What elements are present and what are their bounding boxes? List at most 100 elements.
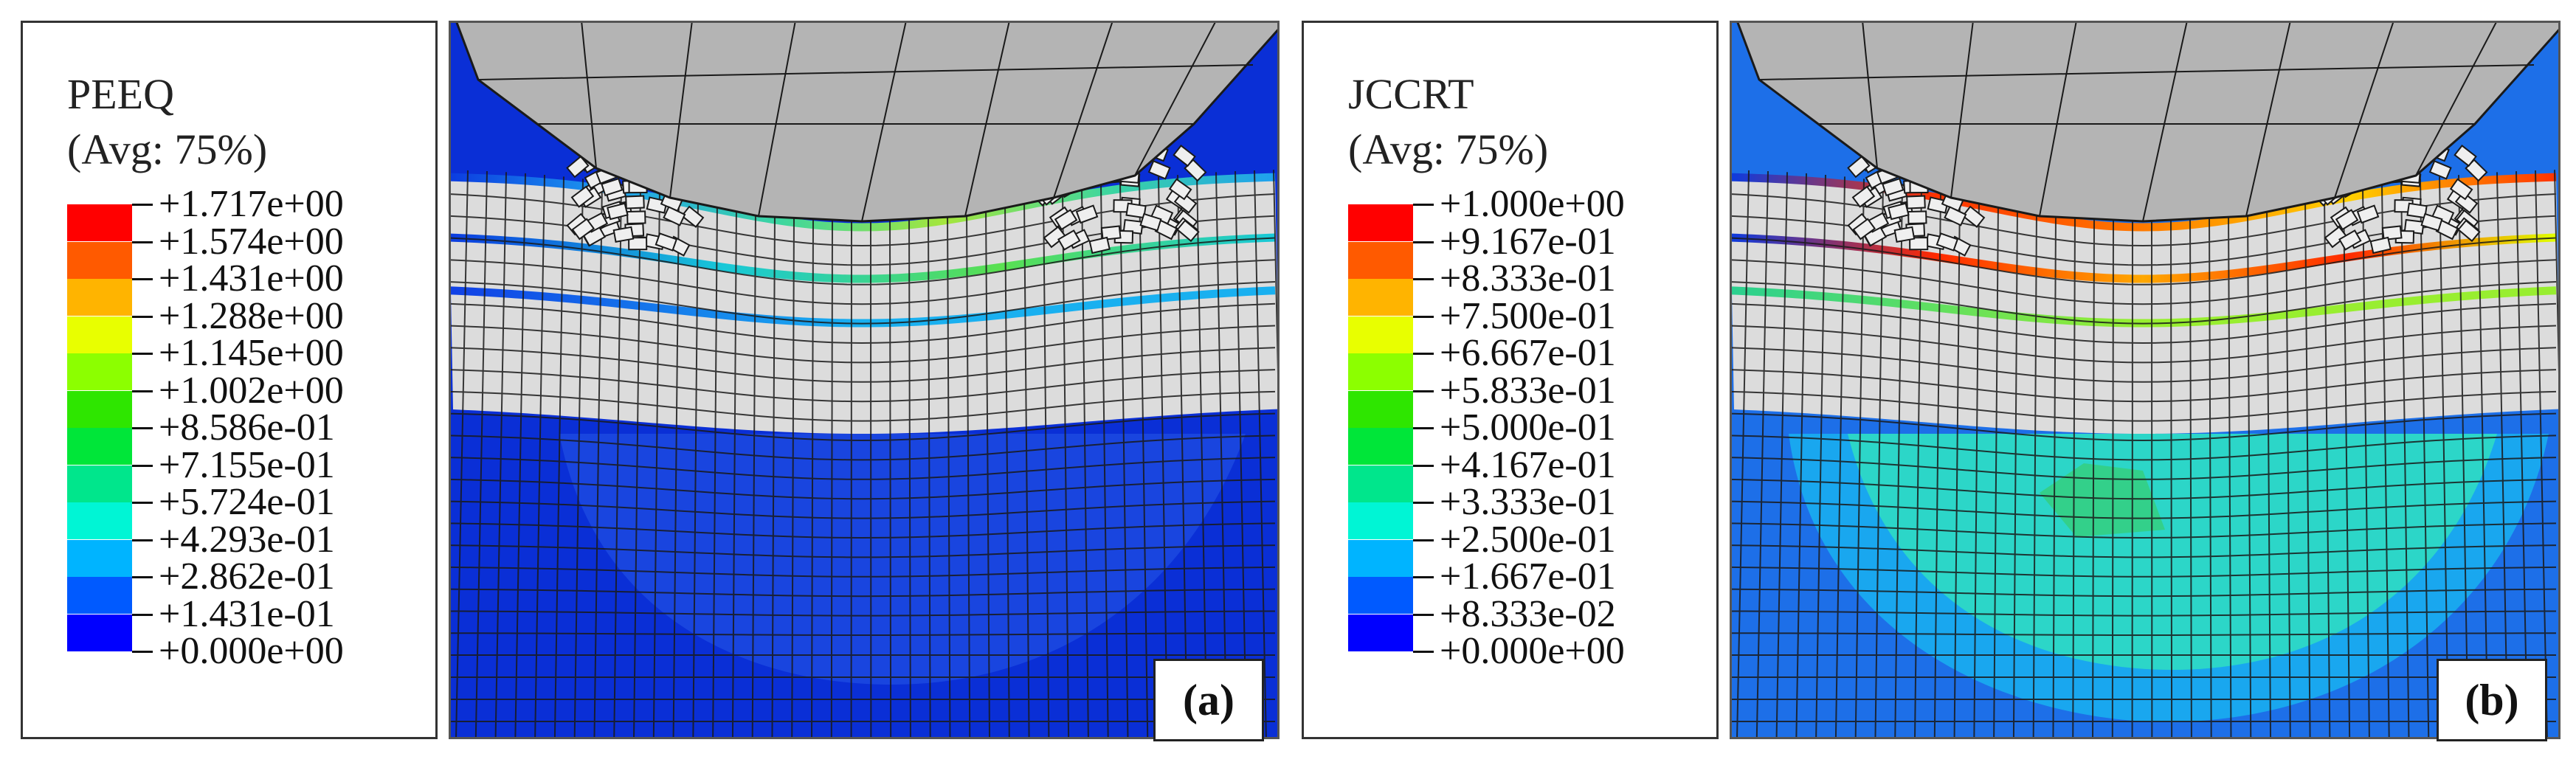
mesh-grid [1730,170,2561,739]
plot-frame [1730,21,2561,739]
debris-block [1936,232,1959,252]
debris-block [2369,236,2392,255]
debris-block [2454,145,2477,167]
debris-block [663,206,686,226]
debris-block [1907,210,1927,225]
mesh-line [1081,187,1089,739]
mesh-line [449,566,1276,578]
mesh-line [1755,170,1769,739]
legend-a-averaging: (Avg: 75%) [67,125,268,173]
plot-a-svg [449,21,1280,739]
facet-edge [477,64,1254,80]
mesh-line [1894,184,1903,739]
legend-b-swatch [1348,465,1413,502]
legend-b-swatch [1348,502,1413,539]
debris-block [2406,202,2428,219]
facet-edge [2334,21,2394,198]
legend-a-variable: PEEQ [67,70,174,118]
facet-edge [581,21,597,169]
legend-a-tick-label: +1.431e-01 [159,592,335,635]
legend-a-swatch [67,614,132,651]
mesh-line [2515,171,2529,739]
legend-b-swatch [1348,428,1413,465]
mesh-line [2554,170,2561,477]
mesh-line [1730,390,2557,422]
mesh-line [1730,325,2557,364]
mesh-line [2400,181,2410,739]
mesh-line [449,281,1276,325]
mesh-line [1834,176,1845,739]
mesh-line [1730,347,2557,383]
legend-a-tick [132,278,153,280]
legend-b-tick-label: +9.167e-01 [1440,220,1616,263]
mesh-line [1139,179,1149,739]
indenter-facets [1758,21,2535,222]
mesh-line [2032,209,2037,739]
debris-block [1100,225,1122,241]
legend-b-variable: JCCRT [1348,70,1474,118]
legend-a-swatch [67,204,132,241]
legend-b-tick-label: +3.333e-01 [1440,481,1616,523]
mesh-line [449,390,1276,422]
mesh-line [1730,544,2557,558]
strain-plume [559,434,1246,685]
legend-b-swatch [1348,577,1413,614]
mesh-line [1730,302,2557,345]
mesh-line [449,478,1276,500]
mesh-line [494,172,507,739]
legend-b-swatch [1348,241,1413,279]
mesh-line [1730,588,2557,598]
mesh-line [1736,170,1750,739]
facet-edge [669,21,693,198]
legend-b-tick [1413,427,1434,429]
debris-block [612,226,635,243]
mesh-line [712,201,718,739]
legend-b-tick [1413,651,1434,653]
mesh-line [1795,173,1807,739]
mesh-line [2496,172,2509,739]
mesh-line [2458,175,2469,739]
interface-stripe [449,233,1276,283]
facet-edge [964,21,1010,217]
debris-block [2454,191,2479,214]
legend-a-tick [132,240,153,243]
legend-b-tick-label: +6.667e-01 [1440,332,1616,374]
mesh-line [1730,369,2557,403]
legend-b-tick-label: +7.500e-01 [1440,294,1616,337]
legend-b-tick [1413,464,1434,467]
facet-edge [1053,21,1113,198]
mesh-line [2285,202,2291,739]
facet-edge [1134,21,1217,176]
mesh-line [2381,184,2390,739]
legend-b-tick-label: +8.333e-01 [1440,257,1616,300]
legend-b-swatch [1348,539,1413,577]
legend-a-tick-label: +1.002e+00 [159,369,344,412]
legend-a-tick [132,576,153,578]
debris-block [1147,160,1171,180]
mesh-line [1196,173,1208,739]
debris-block [1168,178,1192,201]
legend-a-tick-label: +1.145e+00 [159,332,344,374]
legend-b-tick-label: +8.333e-02 [1440,592,1616,635]
mesh-line [2477,173,2489,739]
legend-b-swatch [1348,279,1413,316]
mesh-line [1854,179,1865,739]
debris-block [1088,236,1111,255]
mesh-line [1730,457,2557,480]
mesh-line [1215,172,1228,739]
mesh-line [1100,184,1109,739]
mesh-line [1993,201,1999,739]
debris-block [1852,218,1876,240]
mesh-line [455,170,469,739]
legend-a-tick [132,427,153,429]
legend-b-tick [1413,576,1434,578]
mesh-line [449,632,1276,637]
legend-b-tick [1413,240,1434,243]
mesh-line [474,170,488,739]
plot-frame [449,21,1280,739]
legend-b-swatch [1348,353,1413,390]
mesh-line [449,522,1276,539]
mesh-line [1730,435,2557,461]
debris-block [628,237,648,251]
legend-b-swatch [1348,316,1413,353]
